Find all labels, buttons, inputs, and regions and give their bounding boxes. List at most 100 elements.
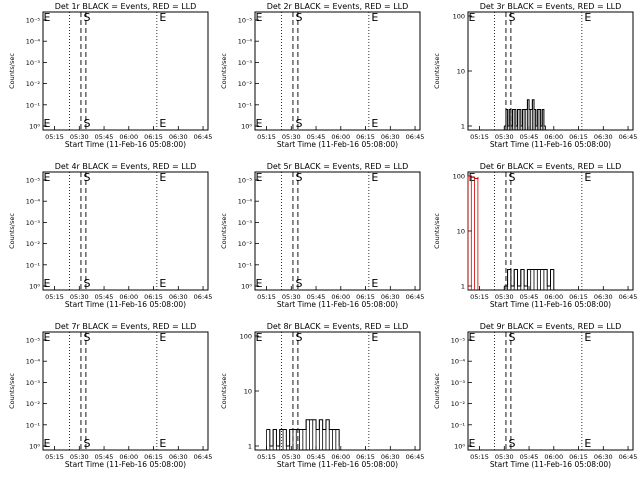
event-marker-label: E [584, 11, 591, 24]
x-axis-label: Start Time (11-Feb-16 05:08:00) [65, 300, 186, 309]
y-tick-label: 10⁻⁵ [238, 17, 253, 25]
y-tick-label: 10⁰ [29, 283, 40, 291]
y-tick-label: 10⁰ [29, 443, 40, 451]
event-marker-label: S [508, 11, 515, 24]
chart-panel-5: Det 5r BLACK = Events, RED = LLD Counts/s… [220, 162, 424, 309]
x-tick-label: 05:30 [495, 133, 514, 141]
event-marker-label: E [44, 117, 51, 130]
x-tick-label: 06:15 [356, 293, 375, 301]
y-tick-label: 1 [461, 283, 465, 291]
y-tick-label: 10⁻² [26, 80, 41, 88]
event-marker-label: E [44, 277, 51, 290]
x-tick-label: 06:30 [169, 133, 188, 141]
x-tick-label: 06:00 [119, 293, 138, 301]
x-tick-label: 06:15 [356, 453, 375, 461]
x-tick-label: 06:45 [194, 133, 213, 141]
y-tick-label: 1 [248, 443, 252, 451]
x-axis-label: Start Time (11-Feb-16 05:08:00) [277, 300, 398, 309]
panel-title: Det 6r BLACK = Events, RED = LLD [480, 162, 622, 171]
x-tick-label: 06:30 [594, 293, 613, 301]
x-tick-label: 05:45 [95, 293, 114, 301]
event-marker-label: S [295, 171, 302, 184]
event-marker-label: S [83, 117, 90, 130]
y-tick-label: 10⁰ [241, 123, 252, 131]
x-tick-label: 06:45 [619, 133, 638, 141]
y-tick-label: 10⁻² [238, 240, 253, 248]
x-tick-label: 05:15 [257, 453, 276, 461]
y-tick-label: 100 [453, 13, 465, 21]
panel-title: Det 1r BLACK = Events, RED = LLD [55, 2, 197, 11]
event-marker-label: E [371, 331, 378, 344]
events-series-line [266, 419, 340, 447]
x-tick-label: 06:45 [619, 453, 638, 461]
x-tick-label: 06:15 [144, 133, 163, 141]
x-axis-label: Start Time (11-Feb-16 05:08:00) [490, 140, 611, 149]
y-tick-label: 10 [457, 68, 465, 76]
x-tick-label: 05:30 [70, 293, 89, 301]
y-axis-label: Counts/sec [220, 373, 228, 409]
event-marker-label: E [159, 117, 166, 130]
y-tick-label: 10⁰ [454, 443, 465, 451]
plot-frame [42, 171, 209, 291]
y-tick-label: 10 [457, 228, 465, 236]
event-marker-label: S [83, 437, 90, 450]
y-tick-label: 10⁻³ [26, 59, 41, 67]
event-marker-label: E [371, 11, 378, 24]
event-marker-label: E [584, 437, 591, 450]
panel-title: Det 9r BLACK = Events, RED = LLD [480, 322, 622, 331]
x-tick-label: 05:45 [307, 133, 326, 141]
y-tick-label: 10⁻⁵ [26, 337, 41, 345]
event-marker-label: E [371, 277, 378, 290]
x-tick-label: 06:00 [544, 453, 563, 461]
event-marker-label: E [256, 117, 263, 130]
x-axis-label: Start Time (11-Feb-16 05:08:00) [277, 460, 398, 469]
x-tick-label: 06:45 [406, 453, 425, 461]
event-marker-label: E [44, 171, 51, 184]
chart-panel-6: Det 6r BLACK = Events, RED = LLD Counts/s… [433, 162, 637, 309]
x-tick-label: 05:15 [470, 293, 489, 301]
x-tick-label: 06:15 [569, 133, 588, 141]
panel-title: Det 8r BLACK = Events, RED = LLD [267, 322, 409, 331]
panel-title: Det 4r BLACK = Events, RED = LLD [55, 162, 197, 171]
x-tick-label: 06:15 [569, 293, 588, 301]
event-marker-label: S [295, 11, 302, 24]
plot-frame [42, 331, 209, 451]
y-tick-label: 10⁰ [241, 283, 252, 291]
event-marker-label: S [508, 331, 515, 344]
events-series-line [504, 268, 555, 287]
event-marker-label: E [469, 11, 476, 24]
y-tick-label: 10⁻¹ [26, 261, 41, 269]
x-tick-label: 06:00 [544, 293, 563, 301]
x-tick-label: 06:15 [356, 133, 375, 141]
chart-panel-4: Det 4r BLACK = Events, RED = LLD Counts/s… [8, 162, 212, 309]
x-tick-label: 05:30 [495, 293, 514, 301]
y-axis-label: Counts/sec [433, 373, 441, 409]
y-axis-label: Counts/sec [220, 213, 228, 249]
x-tick-label: 06:00 [544, 133, 563, 141]
y-tick-label: 10⁻⁵ [26, 177, 41, 185]
y-tick-label: 10⁻⁴ [26, 358, 41, 366]
panel-title: Det 5r BLACK = Events, RED = LLD [267, 162, 409, 171]
plot-frame [467, 11, 634, 131]
event-marker-label: S [508, 171, 515, 184]
x-tick-label: 06:45 [194, 453, 213, 461]
y-tick-label: 10⁻⁵ [451, 337, 466, 345]
x-tick-label: 05:15 [45, 293, 64, 301]
x-tick-label: 06:00 [331, 453, 350, 461]
x-tick-label: 05:45 [520, 133, 539, 141]
x-axis-label: Start Time (11-Feb-16 05:08:00) [490, 460, 611, 469]
event-marker-label: S [295, 331, 302, 344]
y-tick-label: 10⁻² [26, 240, 41, 248]
chart-panel-2: Det 2r BLACK = Events, RED = LLD Counts/s… [220, 2, 424, 149]
y-tick-label: 10⁻¹ [238, 261, 253, 269]
y-axis-label: Counts/sec [8, 53, 16, 89]
panel-title: Det 3r BLACK = Events, RED = LLD [480, 2, 622, 11]
plot-frame [254, 11, 421, 131]
event-marker-label: S [295, 277, 302, 290]
chart-panel-1: Det 1r BLACK = Events, RED = LLD Counts/s… [8, 2, 212, 149]
y-tick-label: 10⁻² [451, 400, 466, 408]
x-tick-label: 06:30 [594, 133, 613, 141]
x-axis-label: Start Time (11-Feb-16 05:08:00) [277, 140, 398, 149]
event-marker-label: S [508, 437, 515, 450]
